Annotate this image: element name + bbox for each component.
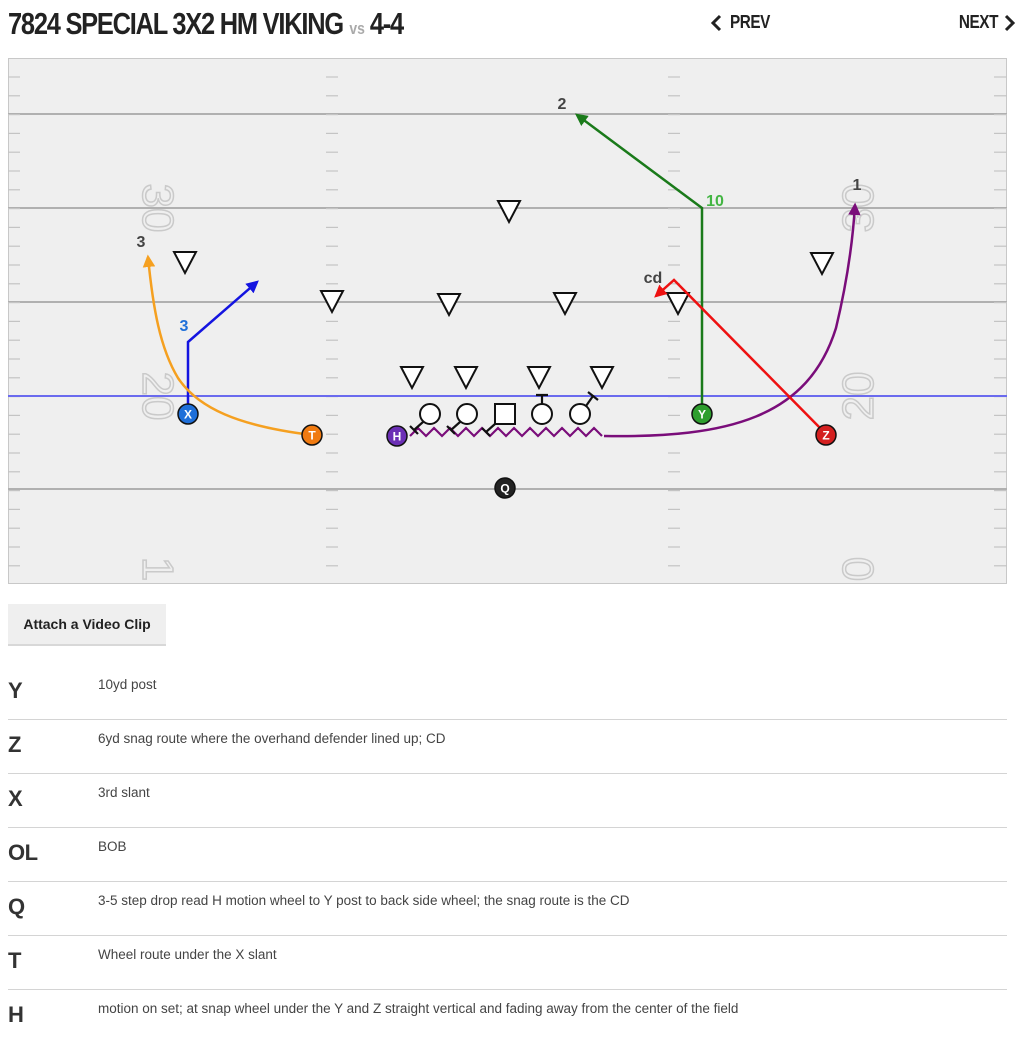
defender-triangle — [496, 200, 522, 225]
player-marker — [494, 477, 516, 499]
note-position: Q — [8, 894, 25, 919]
defender-triangle — [172, 251, 198, 276]
note-position: X — [8, 786, 23, 811]
note-text: 6yd snag route where the overhand defend… — [98, 731, 446, 746]
note-position: OL — [8, 840, 38, 865]
route-h-motion — [409, 426, 603, 438]
note-row: T Wheel route under the X slant — [8, 936, 1007, 990]
route-t-wheel — [142, 254, 313, 437]
next-label: NEXT — [958, 12, 999, 32]
yard-number-left-30: 30 — [133, 184, 182, 233]
player-marker — [177, 403, 199, 425]
assignment-notes: Y 10yd post Z 6yd snag route where the over… — [8, 666, 1007, 1043]
note-position: T — [8, 948, 21, 973]
block-mark — [585, 391, 599, 407]
route-z-snag — [654, 278, 827, 435]
block-marks — [409, 391, 599, 437]
player-marker — [691, 403, 713, 425]
player-label: Z — [822, 429, 829, 443]
note-position: Z — [8, 732, 21, 757]
player-label: H — [393, 430, 402, 444]
defender-triangle — [552, 292, 578, 317]
player-z: Z — [815, 424, 837, 446]
note-position: Y — [8, 678, 23, 703]
route-label: cd — [644, 270, 663, 287]
player-x: X — [177, 403, 199, 425]
offensive-line — [419, 403, 591, 425]
defender-triangle — [589, 366, 615, 391]
prev-label: PREV — [730, 12, 770, 32]
hash-marks — [8, 76, 1007, 567]
block-mark — [481, 423, 496, 437]
yard-number-left-20: 20 — [133, 372, 182, 421]
route-label: 10 — [706, 193, 724, 210]
note-row: Y 10yd post — [8, 666, 1007, 720]
defender-triangle — [453, 366, 479, 391]
player-marker — [386, 425, 408, 447]
prev-button[interactable]: PREV — [710, 12, 777, 33]
note-text: 3rd slant — [98, 785, 150, 800]
route-label: 1 — [853, 177, 862, 194]
defender-triangle — [665, 292, 691, 317]
note-row: Q 3-5 step drop read H motion wheel to Y … — [8, 882, 1007, 936]
player-label: Y — [698, 408, 706, 422]
lineman-circle — [531, 403, 553, 425]
note-text: motion on set; at snap wheel under the Y… — [98, 1001, 739, 1016]
chevron-right-icon — [1004, 14, 1016, 31]
defender-triangle — [809, 252, 835, 277]
note-row: Z 6yd snag route where the overhand defen… — [8, 720, 1007, 774]
player-label: Q — [500, 482, 509, 496]
defender-triangle — [399, 366, 425, 391]
route-h-wheel — [603, 202, 861, 438]
vs-label: vs — [349, 19, 365, 38]
center-square — [494, 403, 516, 425]
play-title: 7824 SPECIAL 3X2 HM VIKING vs 4-4 — [8, 6, 490, 46]
defense-name: 4-4 — [369, 6, 404, 41]
lineman-circle — [456, 403, 478, 425]
note-text: 3-5 step drop read H motion wheel to Y p… — [98, 893, 630, 908]
note-row: OL BOB — [8, 828, 1007, 882]
player-marker — [815, 424, 837, 446]
players: X T H Q Y Z — [177, 403, 837, 499]
block-mark — [446, 421, 461, 435]
player-label: X — [184, 408, 192, 422]
player-marker — [301, 424, 323, 446]
defender-triangle — [436, 293, 462, 318]
route-labels: 2 10 1 3 3 cd — [137, 96, 862, 335]
lineman-circle — [419, 403, 441, 425]
player-q: Q — [494, 477, 516, 499]
next-button[interactable]: NEXT — [952, 12, 1016, 33]
lineman-circle — [569, 403, 591, 425]
route-label: 3 — [180, 318, 189, 335]
block-mark — [536, 393, 548, 404]
chevron-left-icon — [710, 14, 722, 31]
yard-number-right-20: 20 — [834, 372, 883, 421]
note-text: BOB — [98, 839, 127, 854]
route-label: 3 — [137, 234, 146, 251]
play-name: 7824 SPECIAL 3X2 HM VIKING — [8, 6, 344, 41]
attach-video-clip-button[interactable]: Attach a Video Clip — [8, 604, 166, 646]
yard-number-right-0: 0 — [834, 557, 883, 581]
note-text: Wheel route under the X slant — [98, 947, 277, 962]
route-label: 2 — [558, 96, 567, 113]
defenders — [172, 200, 835, 391]
yard-numbers: 30 20 1 30 20 0 — [132, 183, 884, 582]
defender-triangle — [319, 290, 345, 315]
player-y: Y — [691, 403, 713, 425]
player-t: T — [301, 424, 323, 446]
note-text: 10yd post — [98, 677, 157, 692]
player-h: H — [386, 425, 408, 447]
defender-triangle — [526, 366, 552, 391]
route-y-post — [574, 113, 704, 414]
note-row: X 3rd slant — [8, 774, 1007, 828]
note-position: H — [8, 1002, 24, 1027]
player-label: T — [308, 429, 316, 443]
yard-number-left-1: 1 — [133, 557, 182, 581]
block-mark — [409, 421, 424, 435]
